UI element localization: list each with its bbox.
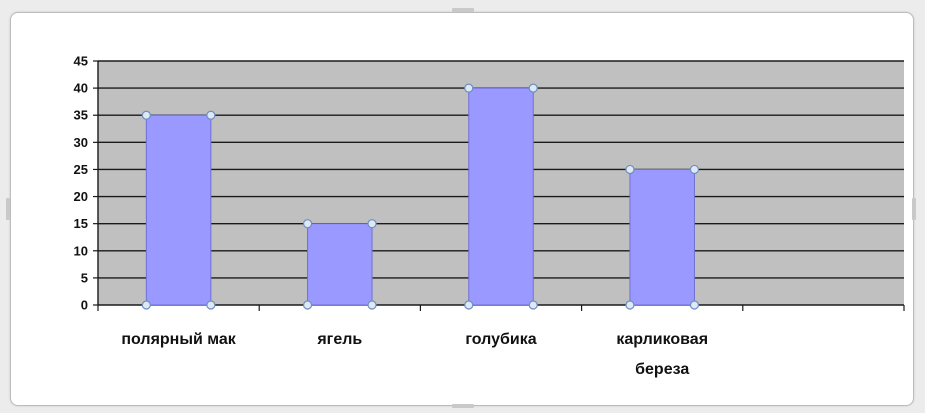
y-tick-label-45: 45 [74, 54, 88, 69]
resize-handle-left[interactable] [6, 198, 10, 220]
category-label-0-line-0: полярный мак [121, 331, 236, 348]
y-tick-label-40: 40 [74, 81, 88, 96]
category-label-3-line-1: береза [635, 361, 689, 378]
y-tick-label-5: 5 [81, 270, 88, 285]
bar-3-handle-3[interactable] [689, 300, 700, 310]
bar-3-handle-0[interactable] [625, 164, 635, 175]
category-label-1-line-0: ягель [316, 331, 362, 348]
bar-3-handle-2[interactable] [625, 300, 635, 310]
bar-1[interactable] [307, 223, 373, 306]
bar-2[interactable] [468, 87, 534, 306]
bar-1-handle-2[interactable] [302, 300, 313, 310]
bar-1-handle-0[interactable] [302, 219, 313, 229]
bar-0-handle-2[interactable] [141, 300, 151, 310]
bar-0-handle-3[interactable] [206, 300, 216, 310]
y-tick-label-35: 35 [74, 108, 88, 123]
y-tick-label-30: 30 [74, 135, 88, 150]
category-label-2-line-0: голубика [465, 331, 536, 348]
bar-0-handle-1[interactable] [206, 110, 216, 120]
bar-3[interactable] [629, 168, 695, 306]
labels-group: 0 5 10 15 20 25 30 35 40 45 полярный мак ягель голуб… [74, 54, 709, 379]
y-tick-label-0: 0 [81, 298, 88, 313]
resize-handle-right[interactable] [912, 198, 916, 220]
y-tick-label-25: 25 [74, 162, 88, 177]
bar-1-handle-1[interactable] [367, 219, 377, 229]
y-tick-label-15: 15 [74, 216, 88, 231]
bar-2-handle-3[interactable] [528, 300, 538, 310]
bar-0[interactable] [145, 114, 212, 306]
bar-3-handle-1[interactable] [689, 164, 700, 175]
y-tick-label-20: 20 [74, 189, 88, 204]
resize-handle-bottom[interactable] [452, 404, 474, 408]
category-label-3-line-0: карликовая [616, 331, 708, 348]
bar-2-handle-1[interactable] [528, 83, 538, 93]
bar-0-handle-0[interactable] [141, 110, 151, 120]
bar-1-handle-3[interactable] [367, 300, 377, 310]
resize-handle-top[interactable] [452, 8, 474, 12]
bars-group[interactable] [141, 83, 700, 310]
bar-2-handle-2[interactable] [464, 300, 474, 310]
bar-2-handle-0[interactable] [464, 83, 474, 93]
y-tick-label-10: 10 [74, 243, 88, 258]
